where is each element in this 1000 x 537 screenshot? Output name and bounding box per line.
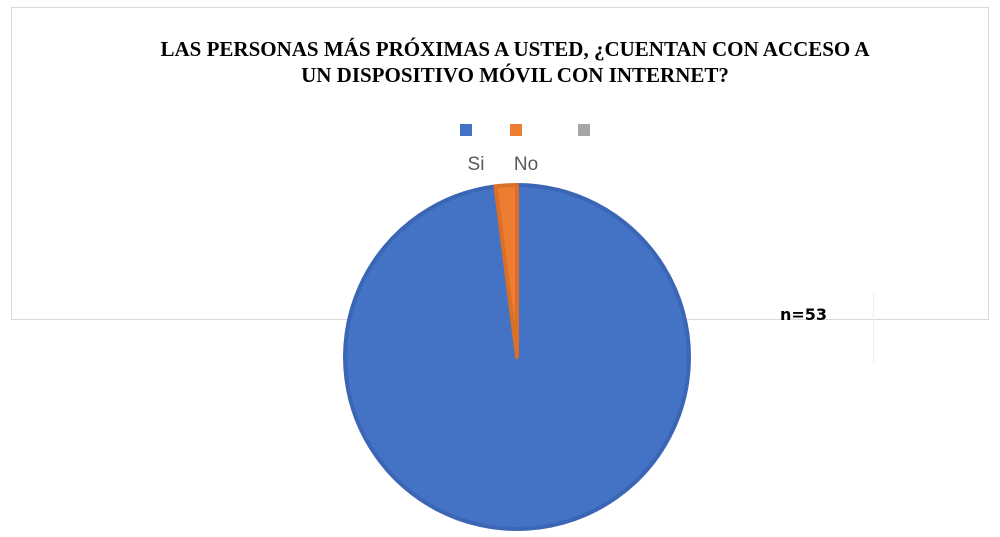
legend-label-si: Si — [468, 154, 485, 175]
legend-swatch-si — [460, 124, 472, 136]
legend-label-no: No — [514, 154, 538, 175]
annotation-divider — [873, 292, 874, 364]
sample-size-annotation: n=53 — [780, 305, 828, 324]
chart-title: LAS PERSONAS MÁS PRÓXIMAS A USTED, ¿CUEN… — [160, 37, 870, 87]
pie-slice-no — [493, 183, 519, 359]
legend-swatch-no — [510, 124, 522, 136]
legend-swatch-unlabeled — [578, 124, 590, 136]
legend: Si No — [460, 124, 590, 175]
pie-slices — [343, 183, 691, 531]
pie-slice-si — [343, 183, 691, 531]
